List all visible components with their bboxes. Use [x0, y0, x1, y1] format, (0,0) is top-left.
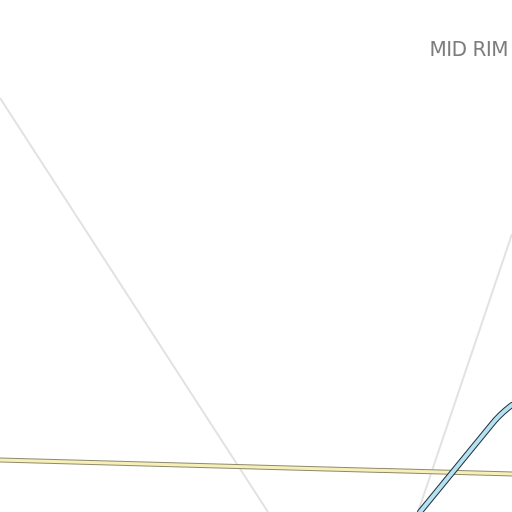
place-label-mid-rim: MID RIM: [430, 37, 508, 61]
minor-road-diagonal: [0, 98, 268, 512]
